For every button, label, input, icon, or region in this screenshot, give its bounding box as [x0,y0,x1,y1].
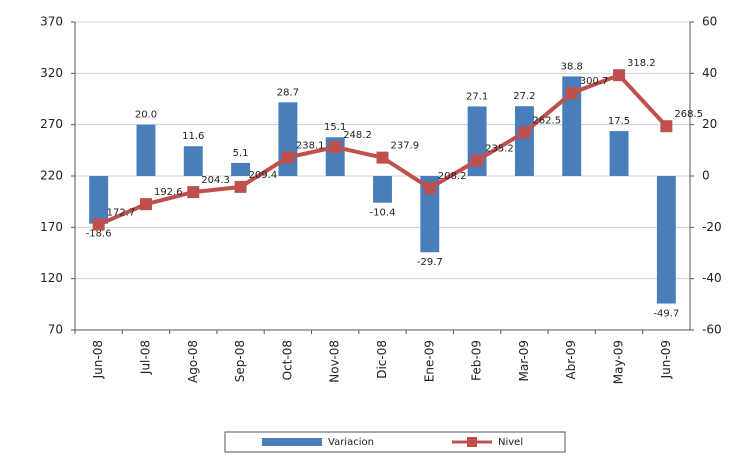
legend-swatch [467,437,477,447]
x-tick-label: Sep-08 [233,340,247,382]
x-tick-label: Nov-08 [328,340,342,383]
x-tick-label: Jun-09 [659,340,673,379]
bar-value-label: 27.1 [466,91,488,102]
y2-tick-label: -60 [702,323,722,337]
x-tick-label: Ene-09 [422,340,436,382]
bar [656,176,676,304]
bar [373,176,392,203]
line-marker [187,186,200,199]
bar [89,176,109,224]
y2-tick-label: -20 [702,220,722,234]
x-tick-label: Feb-09 [470,340,484,381]
line-marker [565,87,578,100]
y2-tick-label: 20 [702,117,717,131]
line-value-label: 237.9 [391,141,420,152]
line-value-label: 248.2 [343,130,372,141]
x-tick-label: Abr-09 [564,340,578,380]
y-tick-label: 320 [40,66,63,80]
line-value-label: 209.4 [249,170,278,181]
line-marker [329,141,342,154]
line-value-label: 318.2 [627,58,656,69]
legend-swatch [262,438,322,446]
bar-value-label: -10.4 [370,208,396,219]
bar-value-label: -18.6 [86,229,112,240]
y-tick-label: 220 [40,169,63,183]
bar [609,131,629,176]
y-tick-label: 170 [40,220,63,234]
x-tick-label: Dic-08 [375,340,389,379]
line-marker [234,180,247,193]
line-value-label: 192.6 [154,187,183,198]
line-value-label: 268.5 [674,109,703,120]
x-tick-label: May-09 [612,340,626,384]
line-marker [281,151,294,164]
bar-value-label: 20.0 [135,110,157,121]
y-tick-label: 70 [48,323,63,337]
line-value-label: 300.7 [580,76,609,87]
bar-value-label: 38.8 [561,61,583,72]
bar-value-label: 28.7 [277,87,299,98]
bar-value-label: 27.2 [513,91,535,102]
legend-box [224,431,566,453]
y-tick-label: 270 [40,117,63,131]
x-tick-label: Jul-08 [138,340,152,375]
bar-value-label: 17.5 [608,116,630,127]
line-value-label: 238.1 [296,140,325,151]
line-marker [471,154,484,167]
bar [231,162,251,176]
line-marker [518,126,531,139]
bar-value-label: -49.7 [653,309,679,320]
line-value-label: 208.2 [438,171,467,182]
line-value-label: 262.5 [532,115,561,126]
bar [420,176,440,253]
y-tick-label: 120 [40,271,63,285]
line-value-label: 172.7 [107,208,136,219]
bar [183,146,203,176]
y2-tick-label: 40 [702,66,717,80]
bar-value-label: 5.1 [233,148,249,159]
line-value-label: 235.2 [485,143,514,154]
y-tick-label: 370 [40,15,63,29]
bar [278,102,298,176]
line-marker [613,69,626,82]
line-marker [423,182,436,195]
bar-value-label: -29.7 [417,257,443,268]
y2-tick-label: 0 [702,169,710,183]
bar-value-label: 11.6 [182,131,204,142]
line-marker [660,120,673,133]
x-tick-label: Mar-09 [517,340,531,381]
line-value-label: 204.3 [201,175,230,186]
legend-label: Nivel [498,437,523,448]
x-tick-label: Ago-08 [186,340,200,383]
x-tick-label: Jun-08 [91,340,105,379]
y2-tick-label: -40 [702,271,722,285]
line-marker [139,198,152,211]
line-marker [92,218,105,231]
bar-value-label: 15.1 [324,122,346,133]
legend-label: Variacion [328,437,374,448]
line-marker [376,151,389,164]
y2-tick-label: 60 [702,15,717,29]
bar [562,76,582,176]
bar [136,124,156,176]
bar [514,106,534,176]
x-tick-label: Oct-08 [280,340,294,380]
